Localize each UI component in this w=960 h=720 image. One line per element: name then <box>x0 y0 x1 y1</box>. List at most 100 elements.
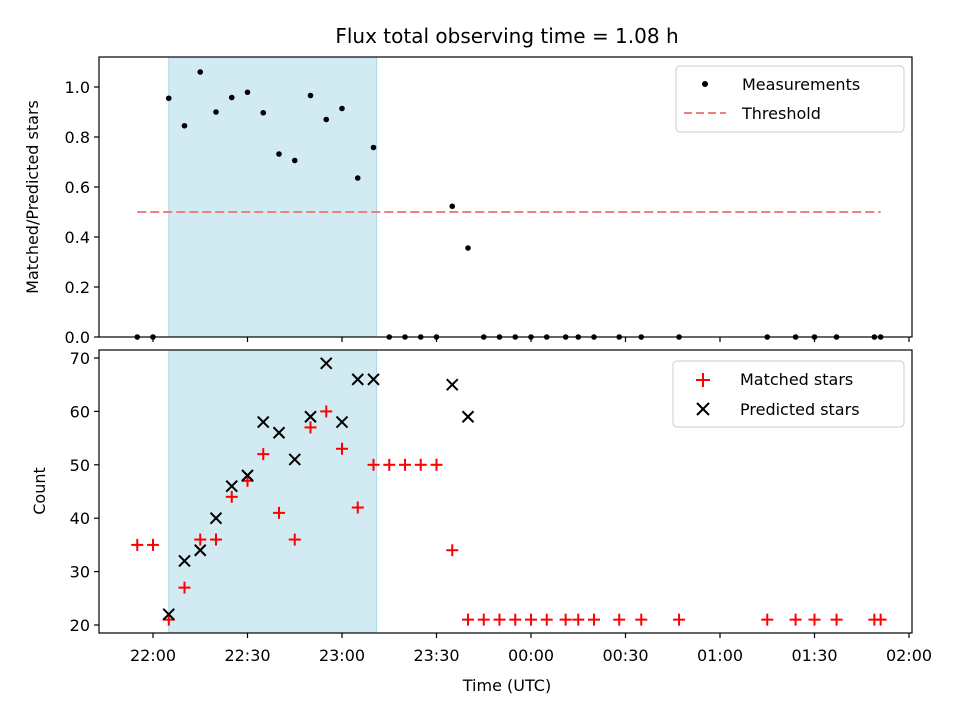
matched-stars-point <box>320 405 333 418</box>
observing-window-shade <box>168 56 378 338</box>
measurement-point <box>260 109 267 116</box>
matched-stars-point <box>225 490 238 503</box>
predicted-stars-point <box>162 608 175 621</box>
measurement-point <box>291 157 298 164</box>
predicted-stars-legend-marker <box>696 402 710 416</box>
matched-stars-point <box>540 613 553 626</box>
measurement-point <box>323 116 330 123</box>
ratio-panel: 0.0 0.2 0.4 0.6 0.8 1.0 Matched/Predicted sta… <box>23 56 913 347</box>
matched-stars-point <box>178 581 191 594</box>
matched-stars-point <box>210 533 222 546</box>
matched-stars-point <box>613 613 626 626</box>
matched-stars-legend-label: Matched stars <box>740 370 853 389</box>
matched-stars-point <box>673 613 686 626</box>
matched-stars-point <box>273 506 285 519</box>
matched-stars-point <box>874 613 887 626</box>
chart-title: Flux total observing time = 1.08 h <box>335 24 678 48</box>
measurement-point <box>165 95 172 102</box>
matched-stars-point <box>131 538 144 551</box>
matched-stars-point <box>830 613 843 626</box>
matched-stars-point <box>257 448 270 461</box>
matched-stars-point <box>789 613 802 626</box>
measurements-legend-label: Measurements <box>742 75 860 94</box>
matched-stars-point <box>336 442 348 455</box>
measurement-point <box>197 69 204 75</box>
matched-stars-point <box>761 613 774 626</box>
matched-stars-point <box>399 458 411 471</box>
matched-stars-point <box>147 538 159 551</box>
measurement-point <box>339 105 345 112</box>
measurement-point <box>307 92 314 99</box>
predicted-stars-point <box>225 479 238 493</box>
x-tick-label: 02:00 <box>886 646 932 665</box>
count-legend: Matched stars Predicted stars <box>672 360 905 428</box>
ratio-legend: Measurements Threshold <box>675 65 905 133</box>
predicted-stars-point <box>288 453 301 466</box>
predicted-stars-point <box>304 410 317 423</box>
x-tick-label: 00:00 <box>508 646 554 665</box>
predicted-stars-point <box>257 415 270 429</box>
threshold-legend-label: Threshold <box>741 104 821 123</box>
measurement-point <box>449 203 456 210</box>
y-tick-label: 20 <box>70 616 90 635</box>
matched-stars-point <box>559 613 572 626</box>
predicted-stars-legend-label: Predicted stars <box>740 400 860 419</box>
predicted-stars-point <box>446 378 459 391</box>
y-tick-label: 1.0 <box>65 78 90 97</box>
matched-stars-point <box>446 544 459 557</box>
predicted-stars-point <box>209 511 223 525</box>
measurement-point <box>244 89 251 96</box>
measurement-point <box>276 151 282 157</box>
matched-stars-point <box>304 421 317 434</box>
matched-stars-point <box>383 458 396 471</box>
matched-stars-point <box>351 501 364 514</box>
matched-stars-point <box>194 533 207 546</box>
count-axes-frame <box>98 349 913 634</box>
y-tick-label: 0.0 <box>65 328 90 347</box>
x-tick-label: 00:30 <box>602 646 648 665</box>
count-panel: 20 30 40 50 60 70 22:00 22:30 23:00 23:30 00:00 00… <box>30 349 932 665</box>
y-tick-label: 40 <box>70 509 90 528</box>
y-tick-label: 0.6 <box>65 178 90 197</box>
matched-stars-point <box>493 613 506 626</box>
x-tick-label: 23:00 <box>319 646 365 665</box>
y-tick-label: 60 <box>70 402 90 421</box>
ratio-y-axis-label: Matched/Predicted stars <box>23 100 42 294</box>
measurement-point <box>354 175 361 181</box>
y-tick-label: 30 <box>70 563 90 582</box>
y-tick-label: 0.8 <box>65 128 90 147</box>
predicted-stars-point <box>335 415 349 429</box>
measurement-point <box>465 245 471 251</box>
matched-stars-legend-marker <box>696 373 710 387</box>
matched-stars-point <box>635 613 648 626</box>
matched-stars-point <box>288 533 301 546</box>
matched-stars-point <box>477 613 490 626</box>
y-tick-label: 70 <box>70 349 90 368</box>
measurement-point <box>181 122 188 129</box>
matched-stars-point <box>588 613 600 626</box>
matched-stars-point <box>462 613 474 626</box>
x-tick-label: 22:30 <box>224 646 270 665</box>
measurement-point <box>370 144 377 151</box>
y-tick-label: 0.2 <box>65 278 90 297</box>
predicted-stars-point <box>367 373 380 386</box>
predicted-stars-point <box>461 410 475 423</box>
measurement-point <box>228 94 235 101</box>
matched-stars-point <box>572 613 585 626</box>
predicted-stars-point <box>178 554 191 568</box>
predicted-stars-point <box>194 544 207 557</box>
predicted-stars-point <box>241 469 254 482</box>
matched-stars-point <box>430 458 443 471</box>
matched-stars-point <box>525 613 537 626</box>
count-y-axis-label: Count <box>30 467 49 515</box>
count-legend-box <box>672 360 905 428</box>
observing-window-shade <box>168 349 378 634</box>
measurement-point <box>213 109 219 115</box>
predicted-stars-point <box>272 426 286 439</box>
x-tick-label: 01:30 <box>791 646 837 665</box>
predicted-stars-point <box>351 373 364 386</box>
matched-stars-point <box>808 613 821 626</box>
x-tick-label: 23:30 <box>413 646 459 665</box>
x-tick-label: 22:00 <box>130 646 176 665</box>
